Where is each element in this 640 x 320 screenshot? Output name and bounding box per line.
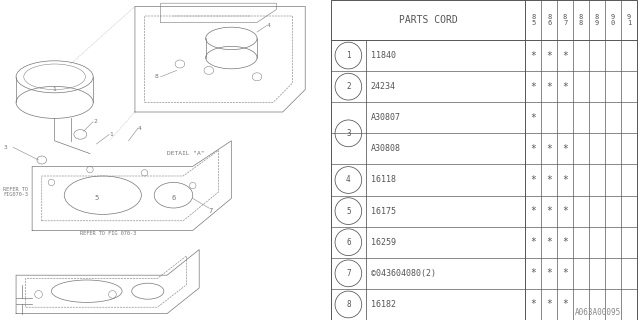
Text: *: * [546,237,552,247]
Text: 8
5: 8 5 [531,14,535,26]
Text: *: * [562,237,568,247]
Text: 16182: 16182 [371,300,396,309]
Text: 7: 7 [209,208,213,214]
Text: 8: 8 [154,74,158,79]
Text: 4: 4 [346,175,351,185]
Text: 6: 6 [172,196,175,201]
Text: 1: 1 [346,51,351,60]
Text: 8
8: 8 8 [579,14,583,26]
Text: *: * [546,82,552,92]
Text: *: * [546,144,552,154]
Text: *: * [531,206,536,216]
Text: *: * [562,206,568,216]
Text: *: * [546,51,552,60]
Text: 1: 1 [52,87,56,92]
Text: ©043604080(2): ©043604080(2) [371,269,436,278]
Text: *: * [531,300,536,309]
Text: 24234: 24234 [371,82,396,91]
Text: DETAIL "A": DETAIL "A" [167,151,205,156]
Text: PARTS CORD: PARTS CORD [399,15,458,25]
Text: *: * [531,51,536,60]
Text: 5: 5 [346,207,351,216]
Text: 7: 7 [346,269,351,278]
Text: 4: 4 [138,125,142,131]
Text: 3: 3 [3,145,7,150]
Text: 11840: 11840 [371,51,396,60]
Text: REFER TO
FIG070-3: REFER TO FIG070-3 [3,187,28,197]
Text: 8
9: 8 9 [595,14,599,26]
Text: 6: 6 [346,238,351,247]
Text: *: * [546,300,552,309]
Text: A30808: A30808 [371,144,401,153]
Text: 2: 2 [93,119,97,124]
Text: 8: 8 [346,300,351,309]
Text: *: * [562,82,568,92]
Text: 3: 3 [346,129,351,138]
Text: A063A00095: A063A00095 [575,308,621,317]
Text: 8
6: 8 6 [547,14,551,26]
Text: 8
7: 8 7 [563,14,567,26]
Text: 16259: 16259 [371,238,396,247]
Text: *: * [531,113,536,123]
Text: *: * [531,82,536,92]
Text: *: * [531,237,536,247]
Text: 2: 2 [346,82,351,91]
Text: 5: 5 [94,196,99,201]
Text: *: * [546,206,552,216]
Text: *: * [562,51,568,60]
Text: *: * [562,300,568,309]
Text: 9
0: 9 0 [611,14,615,26]
Text: 4: 4 [267,23,271,28]
Text: *: * [531,268,536,278]
Text: *: * [531,144,536,154]
Text: 16175: 16175 [371,207,396,216]
Text: 9
1: 9 1 [627,14,631,26]
Text: REFER TO FIG 070-3: REFER TO FIG 070-3 [81,231,136,236]
Text: A30807: A30807 [371,113,401,122]
Text: 1: 1 [109,132,113,137]
Text: *: * [562,268,568,278]
Text: *: * [531,175,536,185]
Text: 16118: 16118 [371,175,396,185]
Text: *: * [562,175,568,185]
Text: *: * [546,268,552,278]
Text: *: * [546,175,552,185]
Text: *: * [562,144,568,154]
